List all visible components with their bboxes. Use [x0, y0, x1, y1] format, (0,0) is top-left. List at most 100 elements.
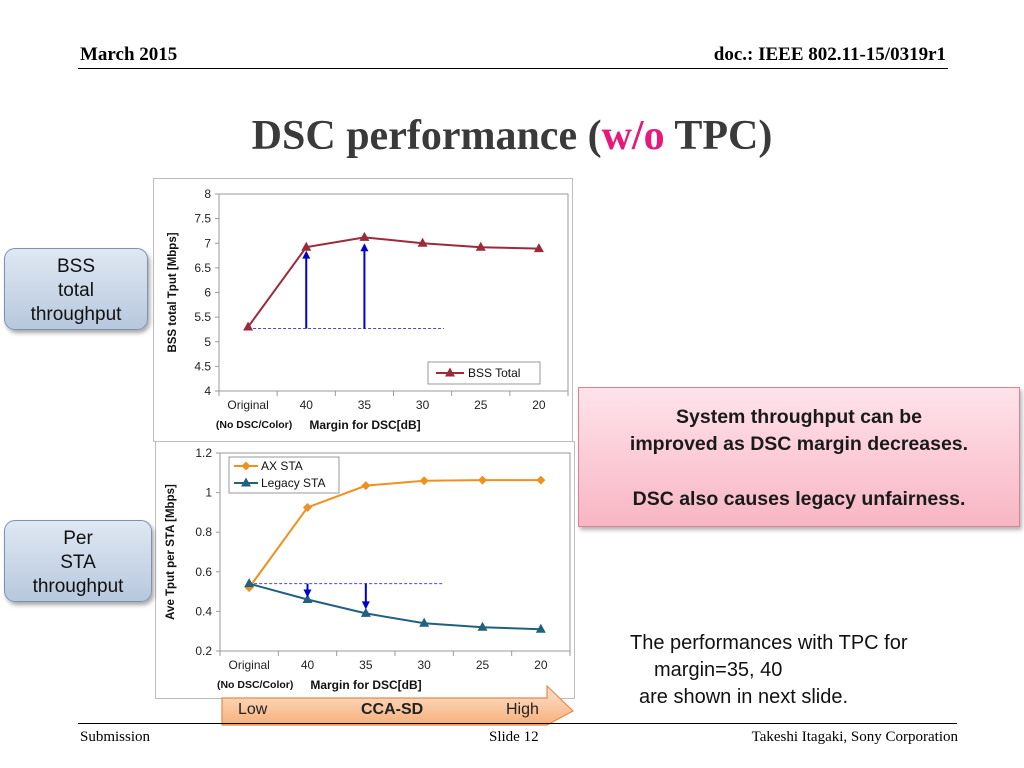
x-tick-label: 35	[359, 658, 373, 672]
y-tick-label: 5.5	[194, 310, 211, 324]
y-tick-label: 6.5	[194, 261, 211, 275]
bss-label-line: throughput	[30, 304, 122, 325]
cca-low-label: Low	[238, 701, 268, 718]
bss-total-chart-svg: 4 4.5 5 5.5 6 6.5 7 7.5 8 Original 40 35 30 25 20 (No D…	[167, 187, 569, 432]
data-point	[359, 231, 370, 241]
sta-label-line: throughput	[32, 576, 124, 597]
data-point	[361, 481, 371, 491]
header-divider	[78, 68, 948, 69]
data-point	[244, 578, 255, 588]
title-pre: DSC performance (	[251, 113, 602, 159]
bss-label-line: total	[58, 280, 94, 301]
header-doc-id: doc.: IEEE 802.11-15/0319r1	[713, 44, 946, 65]
y-tick-label: 4	[204, 384, 211, 398]
per-sta-chart-svg: 0.2 0.4 0.6 0.8 1 1.2 Original 40 35 30 25 20 (No DS…	[165, 446, 571, 692]
note-line-3: are shown in next slide.	[639, 686, 849, 708]
x-tick-label: 40	[301, 658, 315, 672]
plot-area	[218, 193, 569, 392]
x-sub-label: (No DSC/Color)	[217, 679, 293, 691]
per-sta-throughput-label: Per STA throughput	[4, 520, 152, 602]
improvement-arrow-head	[303, 589, 312, 598]
series-line	[247, 236, 539, 328]
data-point	[303, 502, 312, 512]
y-tick-label: 7.5	[194, 212, 211, 226]
y-axis-label: BSS total Tput [Mbps]	[167, 232, 179, 352]
title-highlight: w/o	[601, 113, 665, 159]
x-tick-label: 35	[358, 398, 372, 412]
title-post: TPC)	[664, 113, 773, 159]
slide-title: DSC performance (w/o TPC)	[0, 112, 1024, 160]
x-tick-label: 30	[417, 658, 431, 672]
y-tick-label: 8	[204, 187, 211, 201]
bss-total-chart: 4 4.5 5 5.5 6 6.5 7 7.5 8 Original 40 35 30 25 20 (No D…	[153, 178, 573, 442]
x-sub-label: (No DSC/Color)	[216, 419, 292, 431]
improvement-arrow-head	[361, 601, 370, 610]
legend-marker	[241, 461, 251, 471]
y-tick-label: 1.2	[195, 446, 212, 460]
y-tick-label: 0.8	[195, 525, 212, 539]
data-point	[535, 623, 546, 633]
footer-submission: Submission	[80, 729, 151, 745]
tpc-note: The performances with TPC for margin=35,…	[630, 630, 908, 711]
x-tick-label: 30	[416, 398, 430, 412]
note-line-2: margin=35, 40	[654, 659, 783, 681]
y-tick-label: 6	[204, 286, 211, 300]
per-sta-chart: 0.2 0.4 0.6 0.8 1 1.2 Original 40 35 30 25 20 (No DS…	[155, 441, 575, 699]
series-line	[248, 479, 541, 589]
cca-sd-arrow: Low CCA-SD High	[221, 684, 575, 726]
y-tick-label: 7	[204, 236, 211, 250]
improvement-arrow-head	[302, 250, 311, 259]
improvement-arrow-head	[360, 243, 369, 252]
data-point	[243, 321, 254, 331]
legend-marker	[445, 367, 455, 377]
sta-label-line: Per	[63, 528, 93, 549]
x-tick-label: 40	[300, 398, 314, 412]
y-tick-label: 5	[204, 335, 211, 349]
x-tick-label: 25	[474, 398, 488, 412]
data-point	[419, 617, 430, 627]
y-tick-label: 1	[205, 486, 212, 500]
x-axis-label: Margin for DSC[dB]	[310, 678, 421, 692]
x-tick-label: 25	[476, 658, 490, 672]
legend-label: Legacy STA	[261, 476, 325, 490]
data-point	[419, 476, 429, 486]
note-line-1: The performances with TPC for	[630, 632, 908, 654]
callout-line-2: improved as DSC margin decreases.	[629, 433, 969, 455]
data-point	[360, 607, 371, 617]
cca-high-label: High	[506, 701, 539, 718]
data-point	[417, 237, 428, 247]
x-tick-label: 20	[534, 658, 548, 672]
data-point	[302, 594, 313, 604]
data-point	[536, 475, 546, 485]
legend-box	[427, 361, 541, 385]
legend-marker	[241, 477, 251, 487]
header-date: March 2015	[80, 44, 178, 65]
legend-label: AX STA	[261, 459, 303, 473]
y-tick-label: 4.5	[194, 359, 211, 373]
cca-arrow-shape	[221, 684, 575, 726]
y-axis-label: Ave Tput per STA [Mbps]	[165, 484, 177, 620]
footer-slide-number: Slide 12	[489, 729, 539, 745]
x-tick-label: 20	[532, 398, 546, 412]
data-point	[477, 621, 488, 631]
x-axis-label: Margin for DSC[dB]	[309, 418, 420, 432]
y-tick-label: 0.4	[195, 604, 212, 618]
x-tick-label: Original	[228, 658, 269, 672]
footer-author: Takeshi Itagaki, Sony Corporation	[751, 729, 958, 745]
callout-line-3: DSC also causes legacy unfairness.	[632, 488, 966, 510]
series-line	[248, 582, 541, 631]
legend-label: BSS Total	[468, 366, 520, 380]
cca-sd-label: CCA-SD	[361, 701, 424, 718]
footer-divider	[78, 723, 957, 724]
y-tick-label: 0.6	[195, 565, 212, 579]
bss-label-line: BSS	[56, 256, 96, 277]
data-point	[301, 241, 312, 251]
sta-label-line: STA	[60, 552, 96, 573]
callout-line-1: System throughput can be	[676, 406, 922, 428]
data-point	[475, 241, 486, 251]
y-tick-label: 0.2	[195, 644, 212, 658]
bss-total-throughput-label: BSS total throughput	[4, 248, 148, 330]
data-point	[478, 475, 487, 485]
x-tick-label: Original	[227, 398, 268, 412]
data-point	[533, 243, 544, 253]
